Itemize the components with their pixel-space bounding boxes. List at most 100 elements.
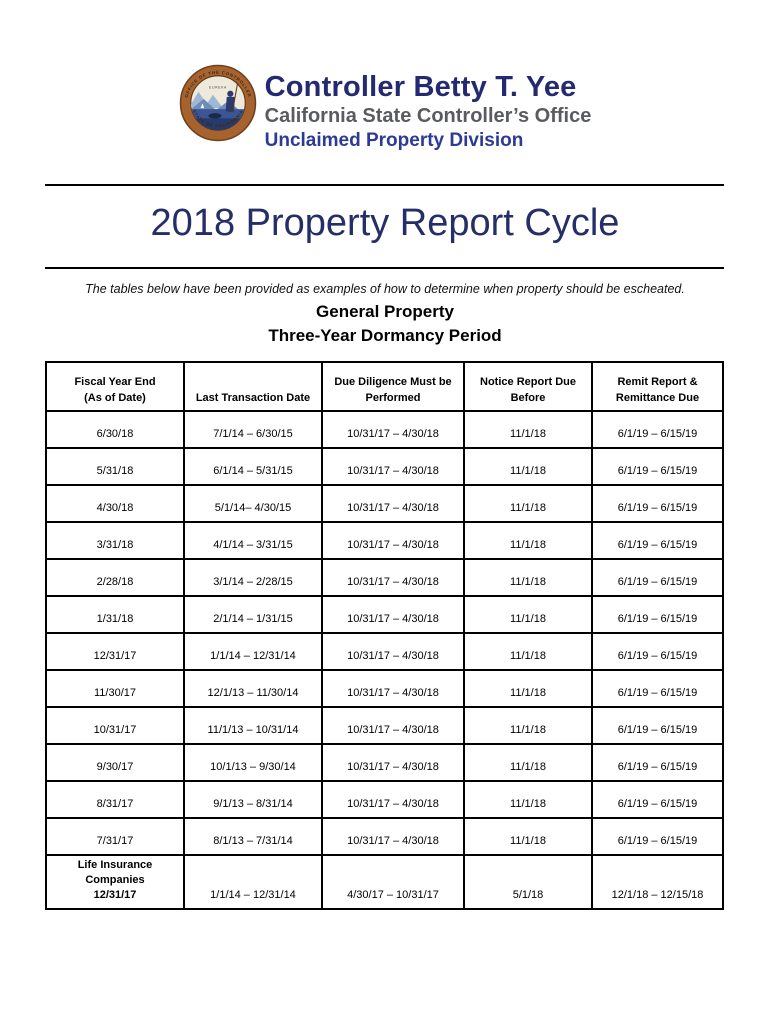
table-cell: 6/1/19 – 6/15/19	[591, 521, 724, 560]
table-cell: 6/1/19 – 6/15/19	[591, 632, 724, 671]
table-cell: 6/1/19 – 6/15/19	[591, 780, 724, 819]
horizontal-rule-top	[45, 184, 724, 186]
table-cell: 11/1/18	[463, 817, 593, 856]
table-cell: 4/30/18	[45, 484, 185, 523]
table-cell: 11/1/18	[463, 669, 593, 708]
table-cell: 6/1/19 – 6/15/19	[591, 706, 724, 745]
table-cell: 2/28/18	[45, 558, 185, 597]
letterhead: EUREKA OFFICE OF THE CONTROLLER STATE OF…	[0, 64, 770, 153]
table-cell: Life Insurance Companies 12/31/17	[45, 854, 185, 910]
letterhead-text: Controller Betty T. Yee California State…	[265, 64, 592, 153]
table-row: 3/31/18 4/1/14 – 3/31/15 10/31/17 – 4/30/1…	[45, 521, 724, 560]
table-cell: 6/1/14 – 5/31/15	[183, 447, 323, 486]
table-cell: 11/1/18	[463, 743, 593, 782]
table-cell: 8/31/17	[45, 780, 185, 819]
table-cell: 10/31/17 – 4/30/18	[321, 817, 465, 856]
col-header-last-transaction-date: Last Transaction Date	[183, 361, 323, 412]
table-cell: 5/31/18	[45, 447, 185, 486]
table-row: 8/31/17 9/1/13 – 8/31/14 10/31/17 – 4/30/1…	[45, 780, 724, 819]
section-heading-dormancy-period: Three-Year Dormancy Period	[268, 326, 502, 345]
table-row: 2/28/18 3/1/14 – 2/28/15 10/31/17 – 4/30/1…	[45, 558, 724, 597]
col-header-fiscal-year-end: Fiscal Year End (As of Date)	[45, 361, 185, 412]
intro-note: The tables below have been provided as e…	[85, 282, 685, 296]
table-cell: 10/31/17 – 4/30/18	[321, 410, 465, 449]
office-name: California State Controller’s Office	[264, 105, 592, 128]
table-row: 12/31/17 1/1/14 – 12/31/14 10/31/17 – 4/30…	[45, 632, 724, 671]
table-cell: 6/1/19 – 6/15/19	[591, 447, 724, 486]
table-cell: 1/1/14 – 12/31/14	[183, 632, 323, 671]
table-cell: 9/1/13 – 8/31/14	[183, 780, 323, 819]
table-cell: 11/1/18	[463, 410, 593, 449]
table-cell: 10/31/17 – 4/30/18	[321, 706, 465, 745]
table-row: 11/30/17 12/1/13 – 11/30/14 10/31/17 – 4/3…	[45, 669, 724, 708]
table-cell: 11/1/13 – 10/31/14	[183, 706, 323, 745]
col-header-due-diligence: Due Diligence Must be Performed	[321, 361, 465, 412]
table-cell: 10/31/17 – 4/30/18	[321, 632, 465, 671]
table-cell: 3/1/14 – 2/28/15	[183, 558, 323, 597]
table-cell: 11/30/17	[45, 669, 185, 708]
table-cell: 6/1/19 – 6/15/19	[591, 410, 724, 449]
col-header-remit-report: Remit Report & Remittance Due	[591, 361, 724, 412]
table-cell: 11/1/18	[463, 447, 593, 486]
table-cell: 6/1/19 – 6/15/19	[591, 484, 724, 523]
table-cell: 11/1/18	[463, 632, 593, 671]
table-cell: 6/1/19 – 6/15/19	[591, 558, 724, 597]
table-row: 9/30/17 10/1/13 – 9/30/14 10/31/17 – 4/30/…	[45, 743, 724, 782]
division-name: Unclaimed Property Division	[264, 130, 524, 152]
table-cell: 11/1/18	[463, 706, 593, 745]
table-cell: 11/1/18	[463, 521, 593, 560]
table-cell: 10/31/17 – 4/30/18	[321, 521, 465, 560]
seal-motto-text: EUREKA	[209, 86, 227, 90]
table-row: Life Insurance Companies 12/31/17 1/1/14 …	[45, 854, 724, 910]
table-cell: 6/1/19 – 6/15/19	[591, 669, 724, 708]
table-cell: 12/1/18 – 12/15/18	[591, 854, 724, 910]
table-header-row: Fiscal Year End (As of Date) Last Transa…	[45, 361, 724, 412]
table-cell: 9/30/17	[45, 743, 185, 782]
col-header-notice-report-due: Notice Report Due Before	[463, 361, 593, 412]
table-row: 7/31/17 8/1/13 – 7/31/14 10/31/17 – 4/30/1…	[45, 817, 724, 856]
controller-name: Controller Betty T. Yee	[264, 71, 577, 103]
table-body: 6/30/18 7/1/14 – 6/30/15 10/31/17 – 4/30/1…	[45, 410, 724, 910]
table-row: 6/30/18 7/1/14 – 6/30/15 10/31/17 – 4/30/1…	[45, 410, 724, 449]
table-cell: 4/1/14 – 3/31/15	[183, 521, 323, 560]
table-cell: 3/31/18	[45, 521, 185, 560]
section-heading-general-property: General Property	[316, 302, 454, 321]
table-row: 10/31/17 11/1/13 – 10/31/14 10/31/17 – 4/3…	[45, 706, 724, 745]
table-cell: 10/31/17 – 4/30/18	[321, 669, 465, 708]
table-cell: 10/31/17 – 4/30/18	[321, 558, 465, 597]
property-report-table: Fiscal Year End (As of Date) Last Transa…	[45, 361, 724, 910]
table-cell: 10/1/13 – 9/30/14	[183, 743, 323, 782]
table-cell: 10/31/17 – 4/30/18	[321, 447, 465, 486]
table-cell: 5/1/14– 4/30/15	[183, 484, 323, 523]
table-cell: 10/31/17	[45, 706, 185, 745]
seal-landscape: EUREKA	[190, 83, 245, 131]
table-cell: 5/1/18	[463, 854, 593, 910]
table-cell: 10/31/17 – 4/30/18	[321, 484, 465, 523]
table-cell: 10/31/17 – 4/30/18	[321, 780, 465, 819]
table-row: 1/31/18 2/1/14 – 1/31/15 10/31/17 – 4/30/1…	[45, 595, 724, 634]
table-cell: 12/31/17	[45, 632, 185, 671]
table-cell: 11/1/18	[463, 595, 593, 634]
california-state-seal-icon: EUREKA OFFICE OF THE CONTROLLER STATE OF…	[179, 64, 256, 142]
table-row: 5/31/18 6/1/14 – 5/31/15 10/31/17 – 4/30/1…	[45, 447, 724, 486]
table-cell: 1/31/18	[45, 595, 185, 634]
table-cell: 8/1/13 – 7/31/14	[183, 817, 323, 856]
page-title: 2018 Property Report Cycle	[150, 202, 620, 244]
table-cell: 6/1/19 – 6/15/19	[591, 743, 724, 782]
table-cell: 11/1/18	[463, 780, 593, 819]
table-row: 4/30/18 5/1/14– 4/30/15 10/31/17 – 4/30/18…	[45, 484, 724, 523]
table-cell: 12/1/13 – 11/30/14	[183, 669, 323, 708]
table-cell: 6/1/19 – 6/15/19	[591, 817, 724, 856]
table-cell: 10/31/17 – 4/30/18	[321, 595, 465, 634]
table-cell: 1/1/14 – 12/31/14	[183, 854, 323, 910]
horizontal-rule-bottom	[45, 267, 724, 269]
table-cell: 11/1/18	[463, 558, 593, 597]
table-cell: 2/1/14 – 1/31/15	[183, 595, 323, 634]
table-cell: 10/31/17 – 4/30/18	[321, 743, 465, 782]
table-cell: 11/1/18	[463, 484, 593, 523]
table-cell: 7/1/14 – 6/30/15	[183, 410, 323, 449]
table-cell: 6/1/19 – 6/15/19	[591, 595, 724, 634]
table-cell: 6/30/18	[45, 410, 185, 449]
table-cell: 4/30/17 – 10/31/17	[321, 854, 465, 910]
